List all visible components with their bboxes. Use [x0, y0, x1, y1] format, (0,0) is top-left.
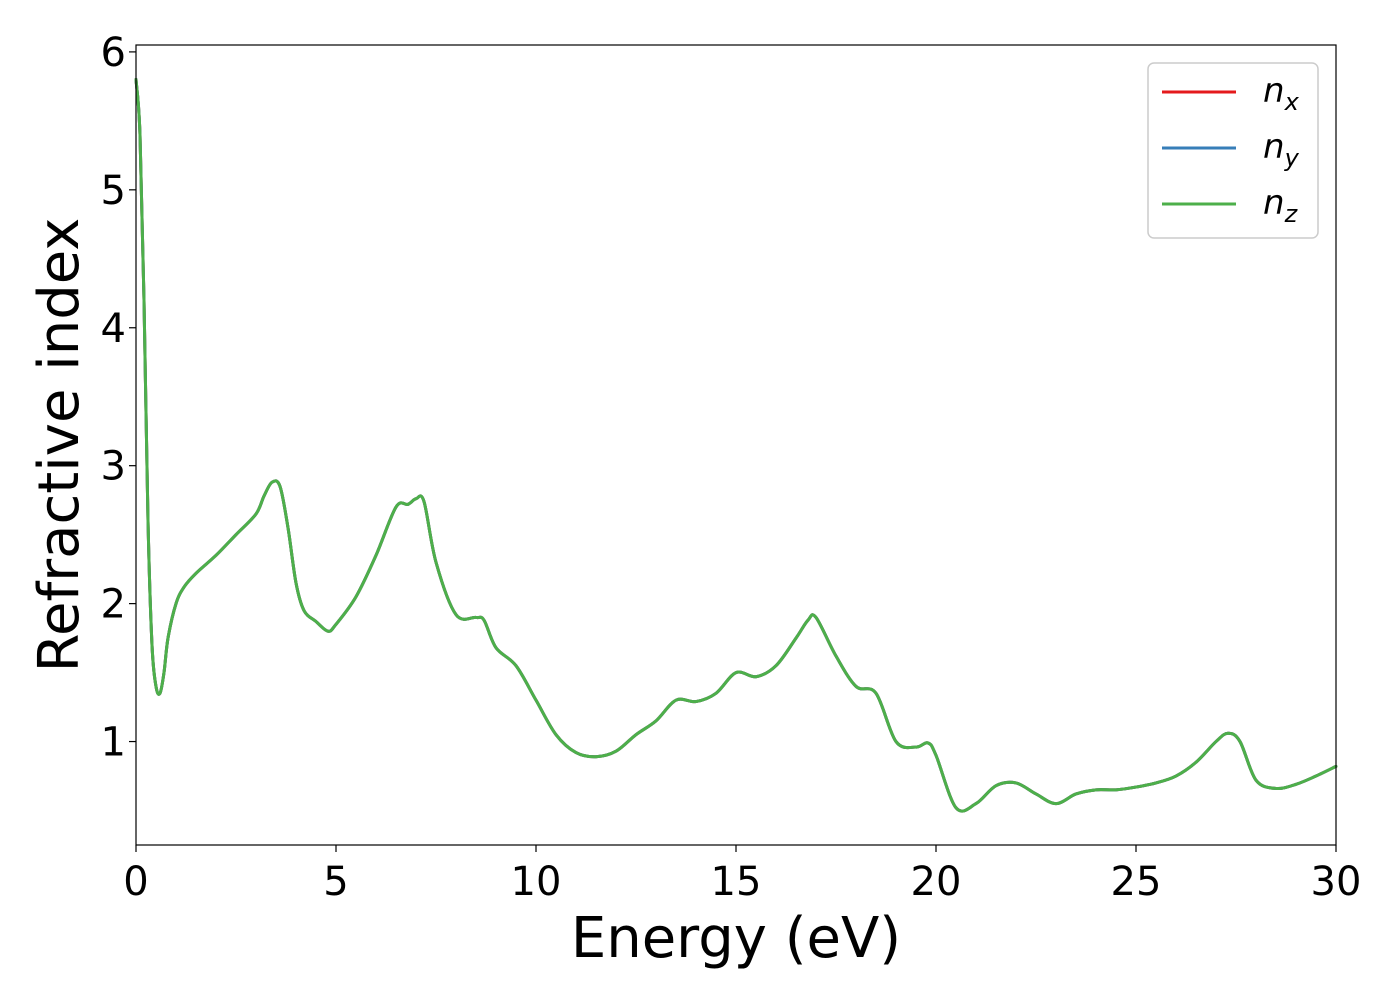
legend-label-y: ny [1263, 127, 1300, 172]
y-axis: 1 2 3 4 5 6 [101, 30, 136, 766]
legend-label-subscript: x [1284, 88, 1300, 116]
x-tick-label: 25 [1111, 859, 1162, 905]
series-layer [134, 77, 1338, 813]
y-tick-label: 2 [101, 582, 126, 628]
legend-label-z: nz [1263, 183, 1299, 228]
x-axis: 0 5 10 15 20 25 30 [123, 845, 1361, 905]
legend-label-main: n [1263, 183, 1285, 223]
x-tick-label: 30 [1311, 859, 1362, 905]
x-axis-title: Energy (eV) [571, 906, 901, 971]
y-tick-label: 5 [101, 168, 126, 214]
legend-frame [1147, 62, 1319, 239]
series-line-z [134, 77, 1338, 813]
legend-label-x: nx [1263, 71, 1300, 116]
legend-label-subscript: z [1284, 200, 1299, 228]
x-tick-label: 0 [123, 859, 148, 905]
x-tick-label: 5 [323, 859, 348, 905]
x-tick-label: 20 [911, 859, 962, 905]
legend-label-main: n [1263, 127, 1285, 167]
y-tick-label: 1 [101, 720, 126, 766]
legend-label-main: n [1263, 71, 1285, 111]
y-axis-title: Refractive index [27, 218, 92, 673]
y-tick-label: 4 [101, 306, 126, 352]
x-tick-label: 15 [711, 859, 762, 905]
legend-label-subscript: y [1284, 144, 1300, 172]
y-tick-label: 6 [101, 30, 126, 76]
x-tick-label: 10 [511, 859, 562, 905]
y-tick-label: 3 [101, 444, 126, 490]
